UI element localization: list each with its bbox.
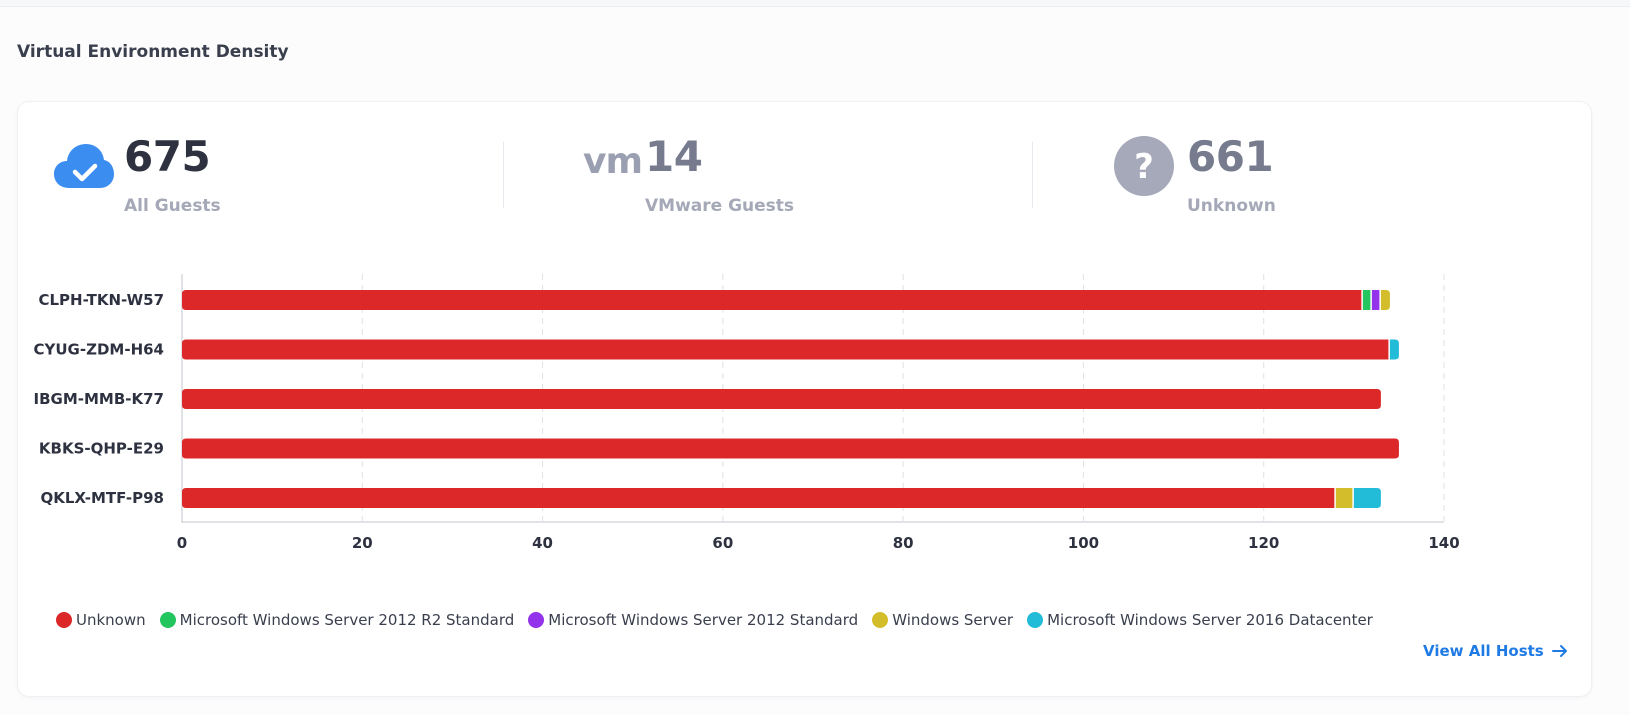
stat-label: All Guests [124,196,221,216]
bar-segment [1389,339,1399,360]
legend-label: Microsoft Windows Server 2012 Standard [548,611,859,629]
y-category-label: CYUG-ZDM-H64 [34,341,165,359]
y-category-label: KBKS-QHP-E29 [39,440,164,458]
stat-divider [1032,142,1033,208]
vmware-logo-icon: vm [583,141,643,182]
bar-segment [182,389,1381,409]
stat-value: 14 [645,132,703,181]
legend-item[interactable]: Microsoft Windows Server 2016 Datacenter [1027,611,1373,629]
legend-dot [1027,612,1044,628]
stat-label: VMware Guests [645,196,795,216]
svg-text:?: ? [1134,147,1154,187]
bar-segment [182,438,1399,459]
legend-label: Microsoft Windows Server 2012 R2 Standar… [179,611,515,629]
bar-segment [182,488,1335,508]
stat-all-guests: 675 All Guests [54,132,454,238]
x-tick-label: 60 [712,534,733,552]
legend-label: Windows Server [892,611,1014,629]
x-tick-label: 0 [177,534,187,552]
bar-segment [1362,290,1371,310]
host-density-chart: 0 20 40 60 80 100 120 140 CLPH-TKN-W57 CYUG-ZDM-H… [34,274,1460,552]
bar-segment [1335,488,1353,508]
y-category-label: CLPH-TKN-W57 [38,291,164,309]
y-category-label: QKLX-MTF-P98 [40,489,164,507]
legend-item[interactable]: Windows Server [872,611,1013,629]
legend-label: Unknown [76,611,146,629]
stat-value: 675 [124,132,211,181]
cloud-check-icon [54,142,114,194]
density-card: 675 All Guests vm 14 VMware Guests ? 661… [17,101,1592,697]
view-all-hosts-link[interactable]: View All Hosts [1423,642,1568,660]
stat-unknown: ? 661 Unknown [1114,132,1514,238]
legend-dot [528,612,545,628]
bar-segment [1371,290,1380,310]
legend-dot [56,612,72,628]
top-strip [0,0,1630,7]
chart-legend: Unknown Microsoft Windows Server 2012 R2 … [56,611,1387,629]
legend-item[interactable]: Microsoft Windows Server 2012 Standard [528,611,858,629]
bar-segment [182,290,1362,310]
x-tick-label: 100 [1068,534,1099,552]
stat-divider [503,142,504,208]
x-tick-label: 20 [352,534,373,552]
legend-item[interactable]: Microsoft Windows Server 2012 R2 Standar… [159,611,515,629]
stat-label: Unknown [1187,196,1276,216]
x-tick-label: 140 [1428,534,1459,552]
bar-segment [182,339,1389,360]
view-all-hosts-label: View All Hosts [1423,642,1544,660]
question-circle-icon: ? [1114,136,1174,200]
legend-label: Microsoft Windows Server 2016 Datacenter [1047,611,1373,629]
bar-segment [1353,488,1381,508]
y-category-label: IBGM-MMB-K77 [34,390,165,408]
legend-dot [159,612,176,628]
x-tick-label: 120 [1248,534,1279,552]
section-title: Virtual Environment Density [17,42,289,62]
legend-dot [872,612,889,628]
stat-value: 661 [1187,132,1274,181]
legend-item[interactable]: Unknown [56,611,146,629]
x-tick-label: 40 [532,534,553,552]
arrow-right-icon [1551,645,1567,657]
bar-segment [1380,290,1390,310]
x-tick-label: 80 [893,534,914,552]
stat-vmware-guests: vm 14 VMware Guests [583,132,983,238]
